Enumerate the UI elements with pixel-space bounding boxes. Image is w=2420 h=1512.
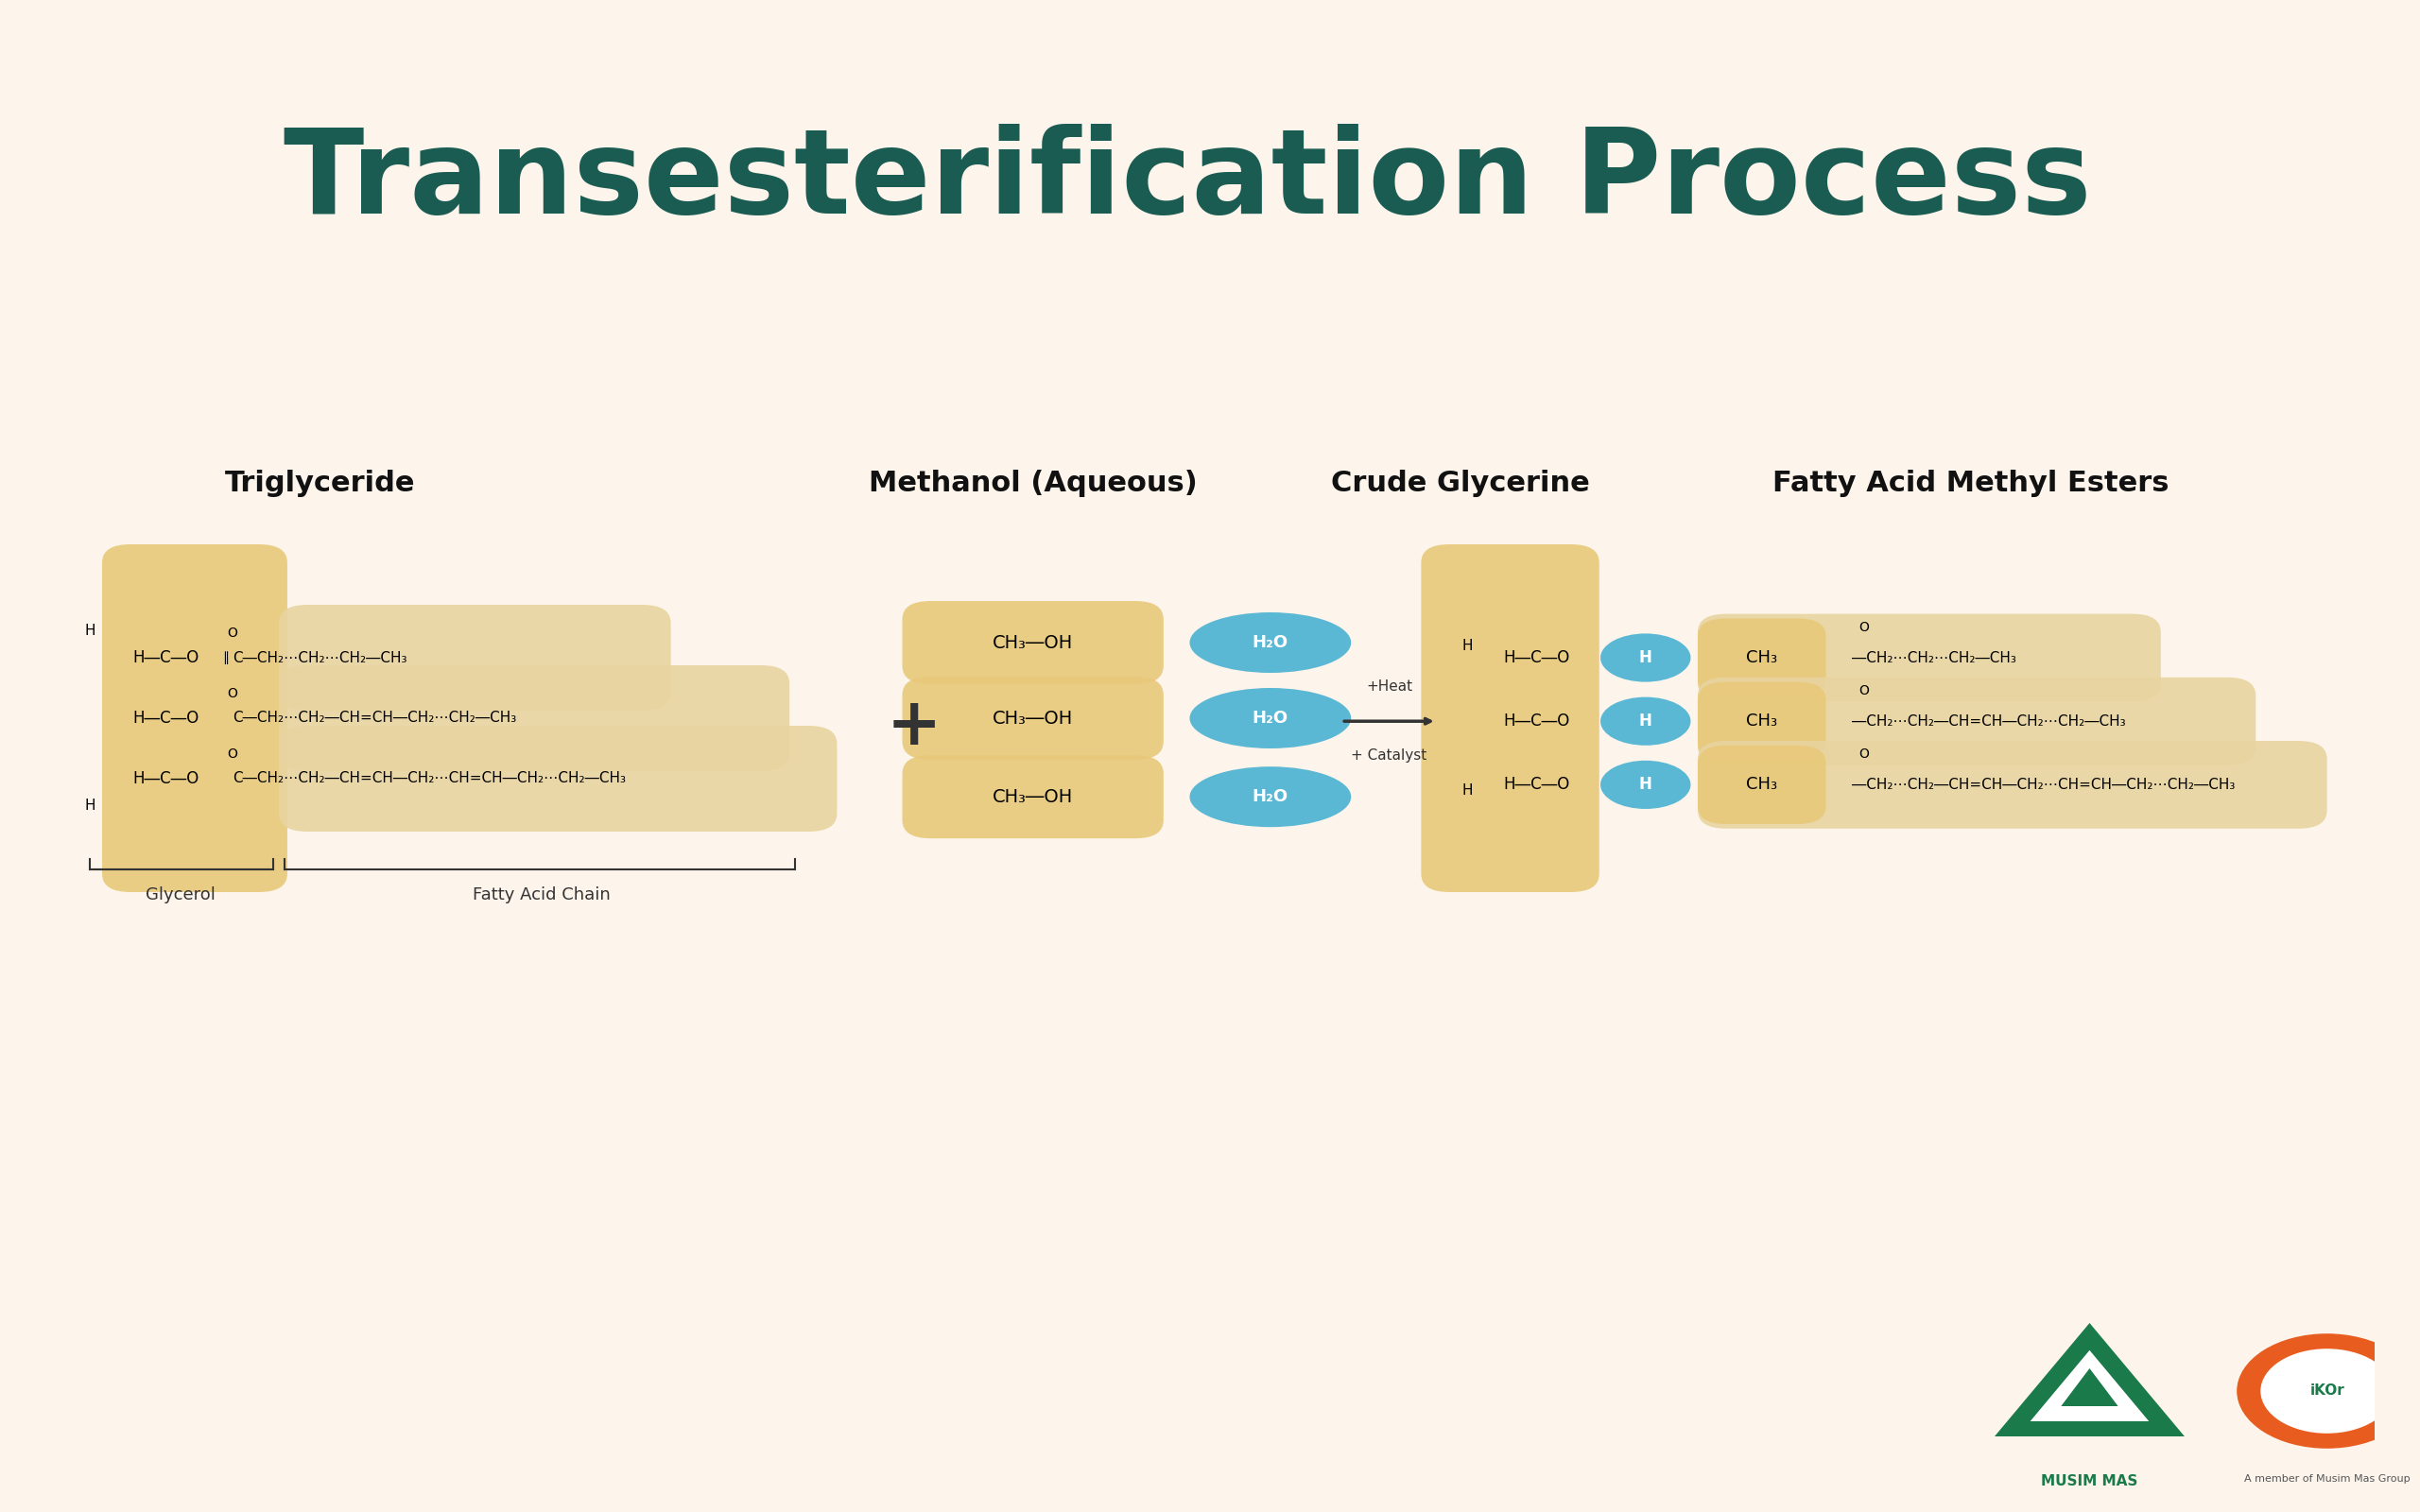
Text: MUSIM MAS: MUSIM MAS	[2040, 1474, 2137, 1489]
Text: H―C―O: H―C―O	[1503, 649, 1571, 667]
FancyBboxPatch shape	[903, 676, 1164, 759]
Text: O: O	[1859, 748, 1868, 761]
Ellipse shape	[1600, 761, 1692, 809]
FancyBboxPatch shape	[1699, 614, 2161, 702]
FancyBboxPatch shape	[903, 756, 1164, 838]
Text: CH₃―OH: CH₃―OH	[992, 788, 1072, 806]
Text: CH₃―OH: CH₃―OH	[992, 709, 1072, 727]
Polygon shape	[2030, 1350, 2149, 1421]
Text: H: H	[1638, 649, 1653, 667]
Text: H₂O: H₂O	[1251, 634, 1287, 652]
Text: O: O	[1859, 621, 1868, 634]
Text: +: +	[886, 694, 941, 758]
Circle shape	[2236, 1334, 2418, 1448]
Polygon shape	[1994, 1323, 2185, 1436]
FancyBboxPatch shape	[1699, 677, 2255, 765]
Text: Transesterification Process: Transesterification Process	[283, 124, 2091, 239]
Text: ―CH₂⋯CH₂―CH=CH―CH₂⋯CH=CH―CH₂⋯CH₂―CH₃: ―CH₂⋯CH₂―CH=CH―CH₂⋯CH=CH―CH₂⋯CH₂―CH₃	[1851, 777, 2236, 792]
FancyBboxPatch shape	[1699, 618, 1827, 697]
Text: H: H	[85, 623, 97, 638]
Text: CH₃: CH₃	[1747, 776, 1779, 794]
Ellipse shape	[1191, 688, 1350, 748]
Text: O: O	[227, 627, 237, 640]
Text: Crude Glycerine: Crude Glycerine	[1331, 470, 1590, 497]
Text: Triglyceride: Triglyceride	[225, 470, 416, 497]
Text: + Catalyst: + Catalyst	[1350, 748, 1428, 762]
Text: H₂O: H₂O	[1251, 788, 1287, 806]
Text: ―CH₂⋯CH₂―CH=CH―CH₂⋯CH₂―CH₃: ―CH₂⋯CH₂―CH=CH―CH₂⋯CH₂―CH₃	[1851, 714, 2125, 729]
Text: ―CH₂⋯CH₂⋯CH₂―CH₃: ―CH₂⋯CH₂⋯CH₂―CH₃	[1851, 650, 2016, 665]
Text: iKOr: iKOr	[2309, 1383, 2345, 1399]
Ellipse shape	[1600, 697, 1692, 745]
Text: C―CH₂⋯CH₂―CH=CH―CH₂⋯CH=CH―CH₂⋯CH₂―CH₃: C―CH₂⋯CH₂―CH=CH―CH₂⋯CH=CH―CH₂⋯CH₂―CH₃	[232, 771, 627, 786]
Text: ∥: ∥	[223, 652, 230, 664]
Text: CH₃: CH₃	[1747, 712, 1779, 730]
Text: H―C―O: H―C―O	[133, 709, 198, 727]
Text: Fatty Acid Chain: Fatty Acid Chain	[472, 886, 610, 904]
Circle shape	[2260, 1349, 2393, 1433]
Text: Glycerol: Glycerol	[145, 886, 215, 904]
Text: CH₃―OH: CH₃―OH	[992, 634, 1072, 652]
Text: H: H	[1638, 776, 1653, 794]
Text: CH₃: CH₃	[1747, 649, 1779, 667]
FancyBboxPatch shape	[278, 726, 837, 832]
FancyBboxPatch shape	[102, 544, 288, 892]
Text: H: H	[1638, 712, 1653, 730]
Text: A member of Musim Mas Group: A member of Musim Mas Group	[2243, 1474, 2410, 1483]
Text: O: O	[227, 688, 237, 700]
FancyBboxPatch shape	[903, 600, 1164, 683]
Text: H₂O: H₂O	[1251, 709, 1287, 727]
Text: H: H	[1462, 783, 1474, 798]
FancyBboxPatch shape	[278, 605, 670, 711]
Text: H: H	[85, 798, 97, 813]
Text: H―C―O: H―C―O	[133, 770, 198, 788]
Ellipse shape	[1191, 767, 1350, 827]
Text: H―C―O: H―C―O	[1503, 776, 1571, 794]
Text: Fatty Acid Methyl Esters: Fatty Acid Methyl Esters	[1771, 470, 2168, 497]
Text: H―C―O: H―C―O	[1503, 712, 1571, 730]
Text: H: H	[1462, 638, 1474, 653]
FancyBboxPatch shape	[1699, 741, 2328, 829]
FancyBboxPatch shape	[1421, 544, 1600, 892]
Ellipse shape	[1191, 612, 1350, 673]
Text: +Heat: +Heat	[1365, 680, 1413, 694]
Text: H―C―O: H―C―O	[133, 649, 198, 667]
Ellipse shape	[1600, 634, 1692, 682]
FancyBboxPatch shape	[278, 665, 789, 771]
Polygon shape	[2062, 1368, 2118, 1406]
Text: C―CH₂⋯CH₂⋯CH₂―CH₃: C―CH₂⋯CH₂⋯CH₂―CH₃	[232, 650, 407, 665]
Text: O: O	[1859, 685, 1868, 697]
Text: O: O	[227, 748, 237, 761]
Text: C―CH₂⋯CH₂―CH=CH―CH₂⋯CH₂―CH₃: C―CH₂⋯CH₂―CH=CH―CH₂⋯CH₂―CH₃	[232, 711, 515, 726]
FancyBboxPatch shape	[1699, 682, 1827, 761]
FancyBboxPatch shape	[1699, 745, 1827, 824]
Text: Methanol (Aqueous): Methanol (Aqueous)	[869, 470, 1198, 497]
